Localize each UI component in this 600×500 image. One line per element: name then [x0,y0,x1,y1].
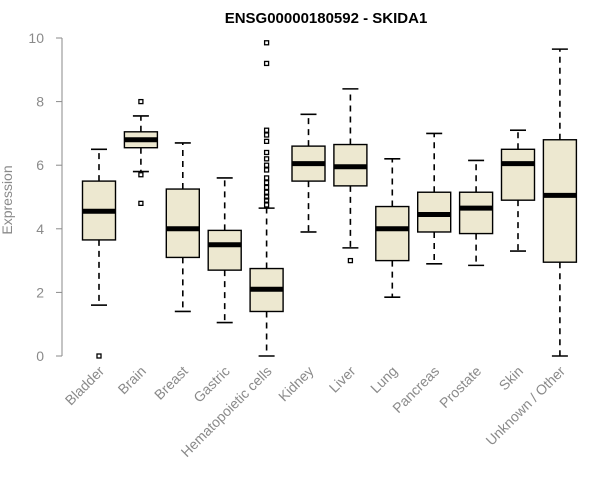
box-0 [81,148,117,359]
outlier-point [263,127,270,133]
outlier-point [138,98,144,105]
x-tick-label: Kidney [275,363,317,405]
y-tick-label: 10 [28,30,44,46]
outlier-point [263,138,270,145]
outlier-point [263,162,270,168]
outlier-point [263,60,270,67]
box-9 [458,159,494,267]
iqr-box [207,229,242,271]
box-11 [542,48,578,357]
iqr-box [500,148,536,201]
box-4 [249,40,284,357]
iqr-box [165,188,201,259]
outlier-point [263,175,270,181]
x-tick-label: Skin [496,363,527,394]
y-tick-label: 8 [36,94,44,110]
outlier-point [263,202,270,208]
y-axis: 0 2 4 6 8 10 [28,30,63,364]
y-tick-label: 6 [36,157,44,173]
y-tick-label: 0 [36,348,44,364]
x-tick-label: Lung [367,363,400,396]
box-3 [207,177,242,324]
x-tick-label: Pancreas [389,363,442,416]
outlier-point [138,200,144,207]
chart-title: ENSG00000180592 - SKIDA1 [225,10,428,27]
outlier-point [263,194,270,200]
y-tick-label: 2 [36,284,44,300]
box-10 [500,129,536,252]
box-group [81,40,578,359]
y-axis-label: Expression [0,165,15,234]
outlier-point [263,189,270,195]
y-tick-label: 4 [36,221,44,237]
outlier-point [263,156,270,162]
box-8 [417,132,452,265]
box-2 [165,142,201,313]
iqr-box [458,191,494,235]
iqr-box [542,139,578,263]
outlier-point [347,257,354,264]
x-tick-label: Bladder [62,363,108,409]
box-6 [333,88,368,264]
outlier-point [263,132,270,138]
outlier-point [263,167,270,173]
x-tick-label: Unknown / Other [482,363,568,449]
outlier-point [263,197,270,203]
box-5 [291,113,326,233]
outlier-point [263,149,270,156]
outlier-point [96,353,102,359]
outlier-point [263,184,270,191]
outlier-point [138,172,144,178]
iqr-box [375,205,410,262]
x-tick-label: Prostate [436,363,484,411]
box-7 [375,158,410,298]
x-tick-label: Brain [115,363,149,397]
x-tick-label: Breast [151,363,191,403]
box-1 [123,98,159,207]
x-tick-label: Liver [326,363,359,396]
outlier-point [263,40,270,46]
outlier-point [263,180,270,186]
